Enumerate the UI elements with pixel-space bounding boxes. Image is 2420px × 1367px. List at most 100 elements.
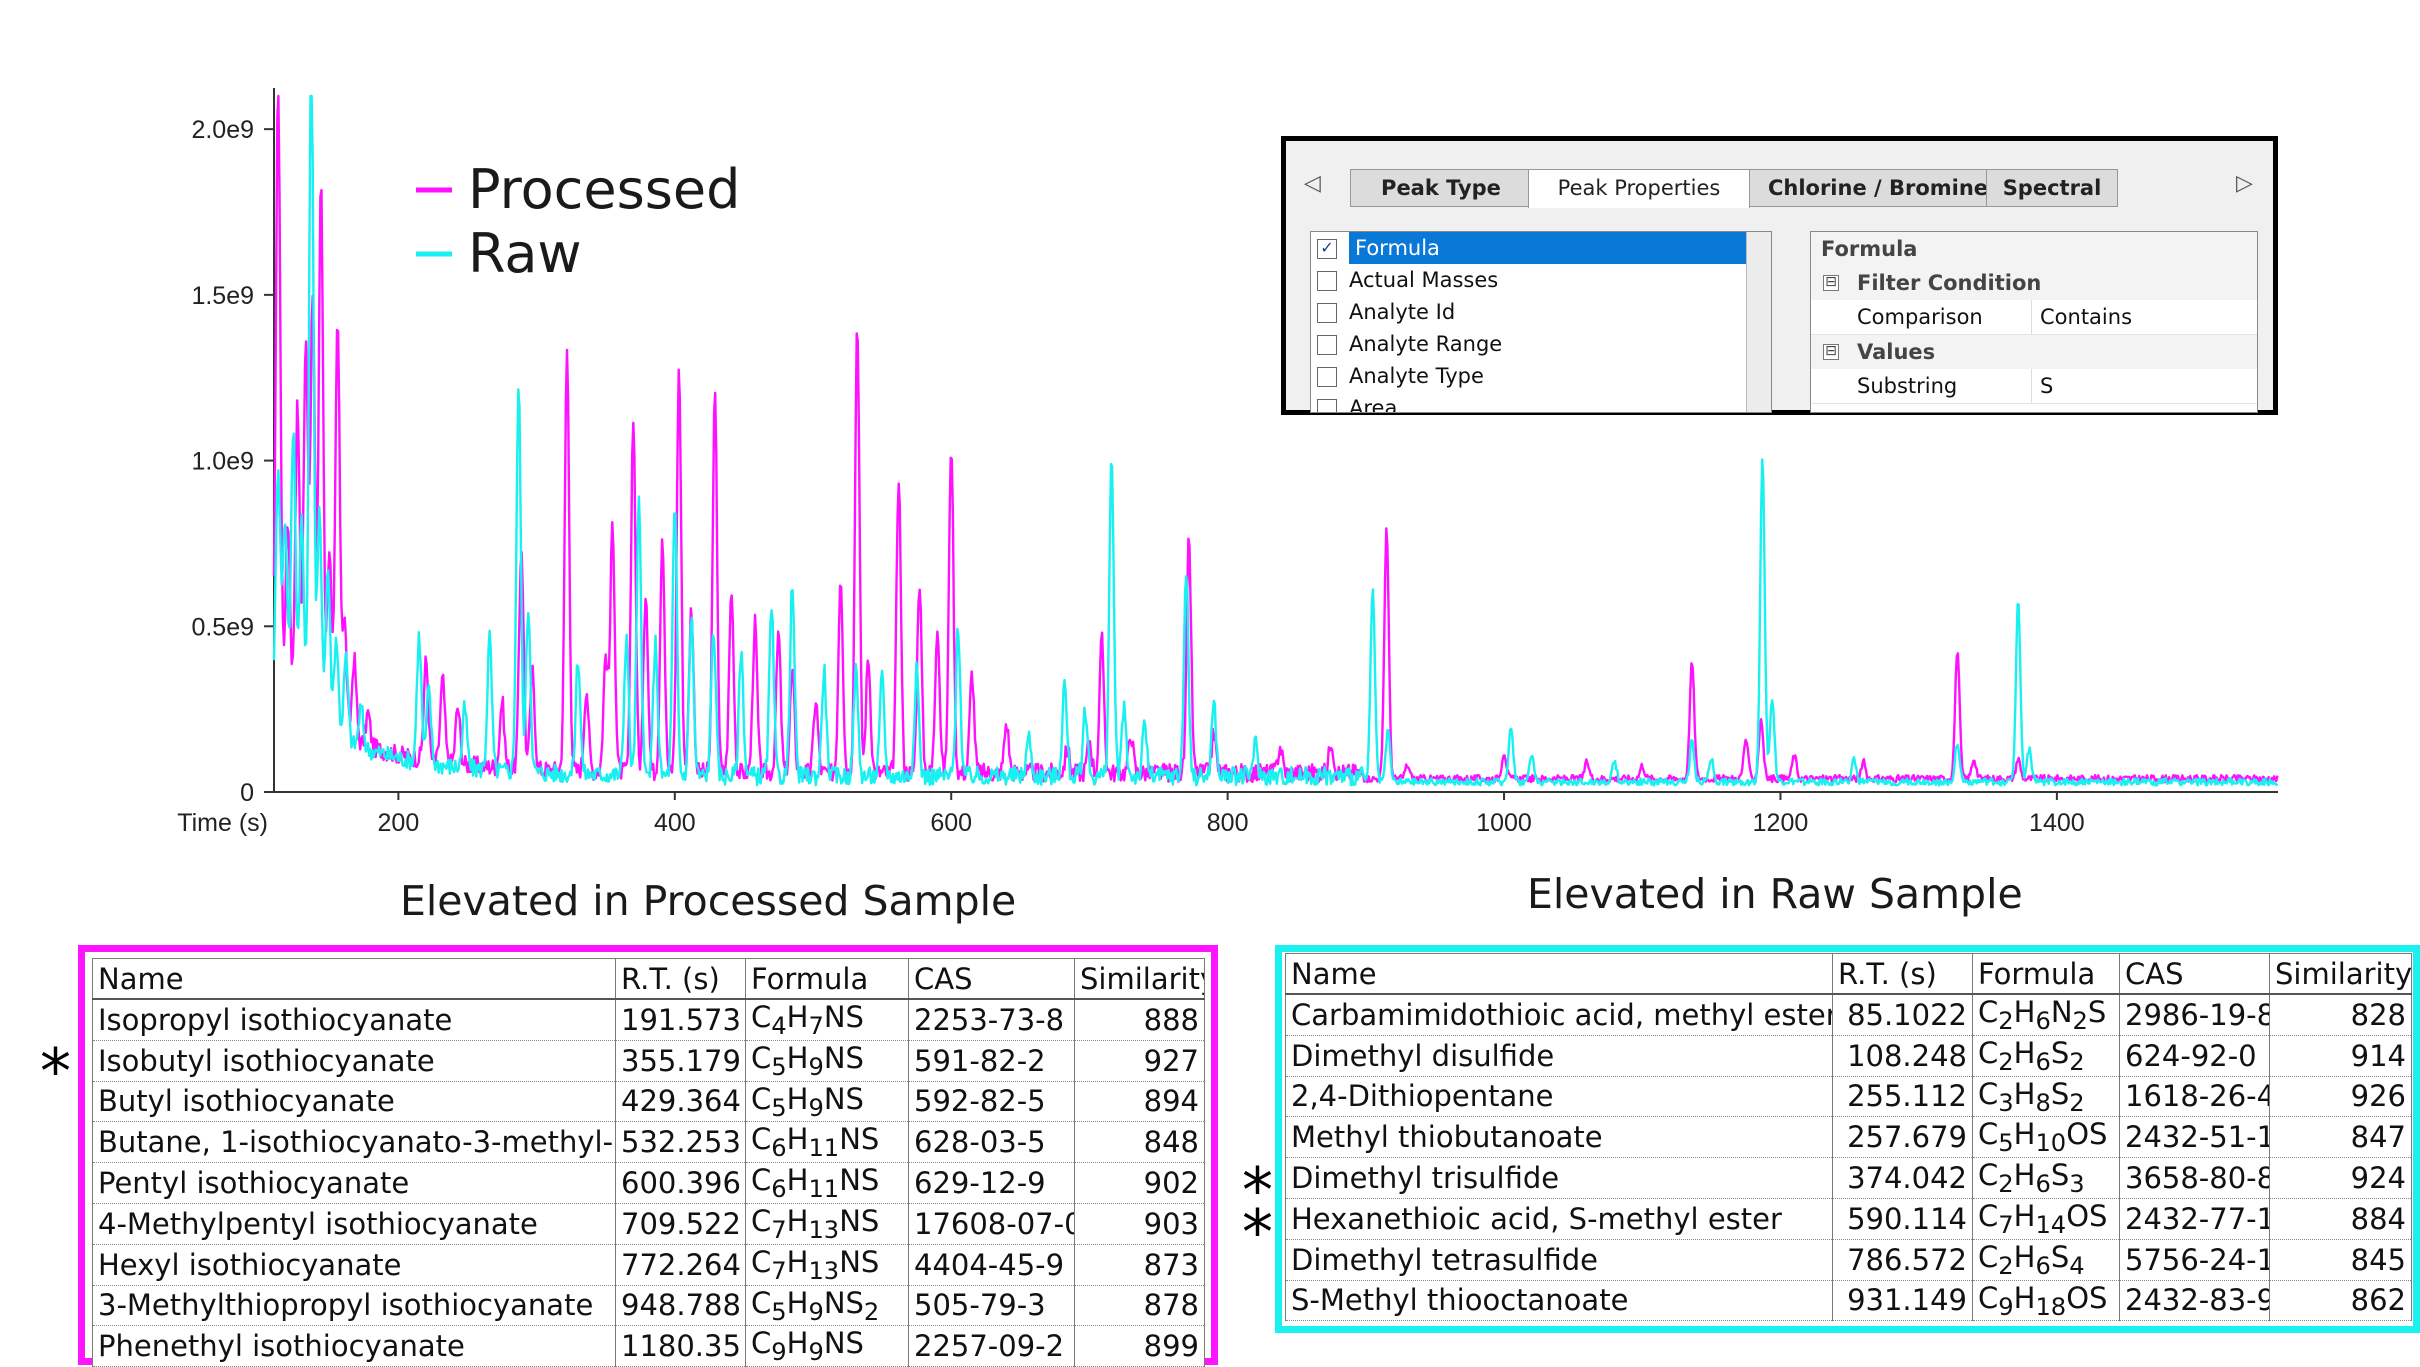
formula-cell: C2H6S4 (1972, 1238, 2120, 1281)
formula-cell: C3H8S2 (1972, 1075, 2120, 1118)
checkbox[interactable] (1317, 303, 1337, 323)
table-row[interactable]: Hexyl isothiocyanate 772.264 C7H13NS 4404-4… (92, 1243, 1205, 1286)
table-row[interactable]: Hexanethioic acid, S-methyl ester 590.114… (1285, 1197, 2412, 1240)
table-row[interactable]: 4-Methylpentyl isothiocyanate 709.522 C7H1… (92, 1202, 1205, 1245)
values-category[interactable]: ⊟ Values (1811, 335, 2257, 369)
y-tick-label: 0 (240, 779, 254, 807)
column-header[interactable]: Name (92, 958, 616, 1000)
tab-scroll-right-icon[interactable]: ▷ (2236, 171, 2253, 196)
table-row[interactable]: Pentyl isothiocyanate 600.396 C6H11NS 629-1… (92, 1162, 1205, 1204)
highlight-asterisk: * (1242, 1154, 1273, 1227)
cas-cell: 591-82-2 (908, 1039, 1075, 1082)
rt-cell: 429.364 (615, 1080, 746, 1123)
checkbox[interactable] (1317, 399, 1337, 412)
property-list-item[interactable]: Area (1311, 392, 1771, 412)
similarity-cell: 927 (1074, 1039, 1205, 1082)
cas-cell: 2432-77-1 (2119, 1197, 2270, 1240)
property-grid: Formula ⊟ Filter Condition Comparison Cont… (1810, 231, 2258, 413)
substring-value[interactable]: S (2031, 369, 2053, 403)
rt-cell: 532.253 (615, 1121, 746, 1164)
substring-row[interactable]: Substring S (1811, 369, 2257, 404)
comparison-row[interactable]: Comparison Contains (1811, 300, 2257, 335)
table-row[interactable]: Dimethyl disulfide 108.248 C2H6S2 624-92-0 9… (1285, 1034, 2412, 1077)
table-row[interactable]: Butyl isothiocyanate 429.364 C5H9NS 592-82-… (92, 1080, 1205, 1123)
table-row[interactable]: Isopropyl isothiocyanate 191.573 C4H7NS 225… (92, 998, 1205, 1041)
raw-table: Name R.T. (s) Formula CAS Similarity Carbami… (1285, 953, 2412, 1322)
table-row[interactable]: Carbamimidothioic acid, methyl ester 85.1… (1285, 993, 2412, 1036)
tab-spectral[interactable]: Spectral (1986, 169, 2118, 207)
formula-cell: C9H18OS (1972, 1279, 2120, 1322)
checkbox[interactable] (1317, 367, 1337, 387)
cas-cell: 629-12-9 (908, 1162, 1075, 1204)
cas-cell: 1618-26-4 (2119, 1075, 2270, 1118)
column-header[interactable]: Similarity (2269, 953, 2412, 995)
list-scrollbar[interactable] (1746, 232, 1771, 412)
table-row[interactable]: Isobutyl isothiocyanate 355.179 C5H9NS 591-… (92, 1039, 1205, 1082)
comparison-value[interactable]: Contains (2031, 300, 2132, 334)
column-header[interactable]: Name (1285, 953, 1833, 995)
collapse-icon[interactable]: ⊟ (1823, 275, 1839, 291)
column-header[interactable]: Similarity (1074, 958, 1205, 1000)
y-tick-label: 2.0e9 (191, 116, 254, 144)
similarity-cell: 899 (1074, 1325, 1205, 1367)
tab-peak-type[interactable]: Peak Type (1350, 169, 1532, 207)
x-tick-label: 1200 (1753, 809, 1809, 837)
property-list-item[interactable]: ✓ Formula (1311, 232, 1771, 264)
formula-cell: C2H6S2 (1972, 1034, 2120, 1077)
table-row[interactable]: S-Methyl thiooctanoate 931.149 C9H18OS 2432… (1285, 1279, 2412, 1322)
table-row[interactable]: Dimethyl tetrasulfide 786.572 C2H6S4 5756-2… (1285, 1238, 2412, 1281)
raw-caption: Elevated in Raw Sample (1527, 870, 2023, 918)
cas-cell: 592-82-5 (908, 1080, 1075, 1123)
name-cell: 2,4-Dithiopentane (1285, 1075, 1833, 1118)
filter-condition-label: Filter Condition (1857, 271, 2042, 295)
rt-cell: 786.572 (1832, 1238, 1973, 1281)
property-list-item[interactable]: Analyte Range (1311, 328, 1771, 360)
table-row[interactable]: Dimethyl trisulfide 374.042 C2H6S3 3658-80-… (1285, 1157, 2412, 1199)
cas-cell: 2432-51-1 (2119, 1116, 2270, 1159)
cas-cell: 2253-73-8 (908, 998, 1075, 1041)
column-header[interactable]: Formula (1972, 953, 2120, 995)
similarity-cell: 926 (2269, 1075, 2412, 1118)
formula-cell: C7H13NS (745, 1243, 909, 1286)
formula-cell: C9H9NS (745, 1325, 909, 1367)
table-row[interactable]: Phenethyl isothiocyanate 1180.35 C9H9NS 225… (92, 1325, 1205, 1367)
formula-cell: C7H13NS (745, 1202, 909, 1245)
property-list-item[interactable]: Analyte Type (1311, 360, 1771, 392)
tab-chlorine-bromine[interactable]: Chlorine / Bromine (1749, 169, 2007, 207)
property-list-item[interactable]: Analyte Id (1311, 296, 1771, 328)
column-header[interactable]: Formula (745, 958, 909, 1000)
highlight-asterisk: * (1242, 1196, 1273, 1269)
column-header[interactable]: CAS (908, 958, 1075, 1000)
checkbox[interactable]: ✓ (1317, 239, 1337, 259)
tab-peak-properties[interactable]: Peak Properties (1528, 169, 1750, 208)
table-row[interactable]: 3-Methylthiopropyl isothiocyanate 948.788… (92, 1284, 1205, 1327)
property-label: Actual Masses (1349, 268, 1499, 292)
name-cell: Butyl isothiocyanate (92, 1080, 616, 1123)
column-header[interactable]: CAS (2119, 953, 2270, 995)
property-label: Analyte Type (1349, 364, 1484, 388)
filter-condition-category[interactable]: ⊟ Filter Condition (1811, 266, 2257, 300)
similarity-cell: 903 (1074, 1202, 1205, 1245)
values-label: Values (1857, 340, 1936, 364)
name-cell: Isobutyl isothiocyanate (92, 1039, 616, 1082)
name-cell: 4-Methylpentyl isothiocyanate (92, 1202, 616, 1245)
tab-scroll-left-icon[interactable]: ◁ (1304, 171, 1321, 196)
x-tick-label: 1000 (1476, 809, 1532, 837)
property-list-item[interactable]: Actual Masses (1311, 264, 1771, 296)
cas-cell: 624-92-0 (2119, 1034, 2270, 1077)
property-list[interactable]: ✓ Formula Actual Masses Analyte Id Analyte R… (1310, 231, 1772, 413)
highlight-asterisk: * (40, 1035, 71, 1108)
similarity-cell: 888 (1074, 998, 1205, 1041)
table-row[interactable]: Butane, 1-isothiocyanato-3-methyl- 532.25… (92, 1121, 1205, 1164)
table-row[interactable]: Methyl thiobutanoate 257.679 C5H10OS 2432-5… (1285, 1116, 2412, 1159)
column-header[interactable]: R.T. (s) (1832, 953, 1973, 995)
collapse-icon[interactable]: ⊟ (1823, 344, 1839, 360)
peak-properties-dialog: ◁ Peak Type Peak Properties Chlorine / B… (1281, 136, 2278, 415)
property-label: Analyte Id (1349, 300, 1456, 324)
column-header[interactable]: R.T. (s) (615, 958, 746, 1000)
checkbox[interactable] (1317, 271, 1337, 291)
y-tick-label: 1.5e9 (191, 282, 254, 310)
table-row[interactable]: 2,4-Dithiopentane 255.112 C3H8S2 1618-26-4 9… (1285, 1075, 2412, 1118)
checkbox[interactable] (1317, 335, 1337, 355)
